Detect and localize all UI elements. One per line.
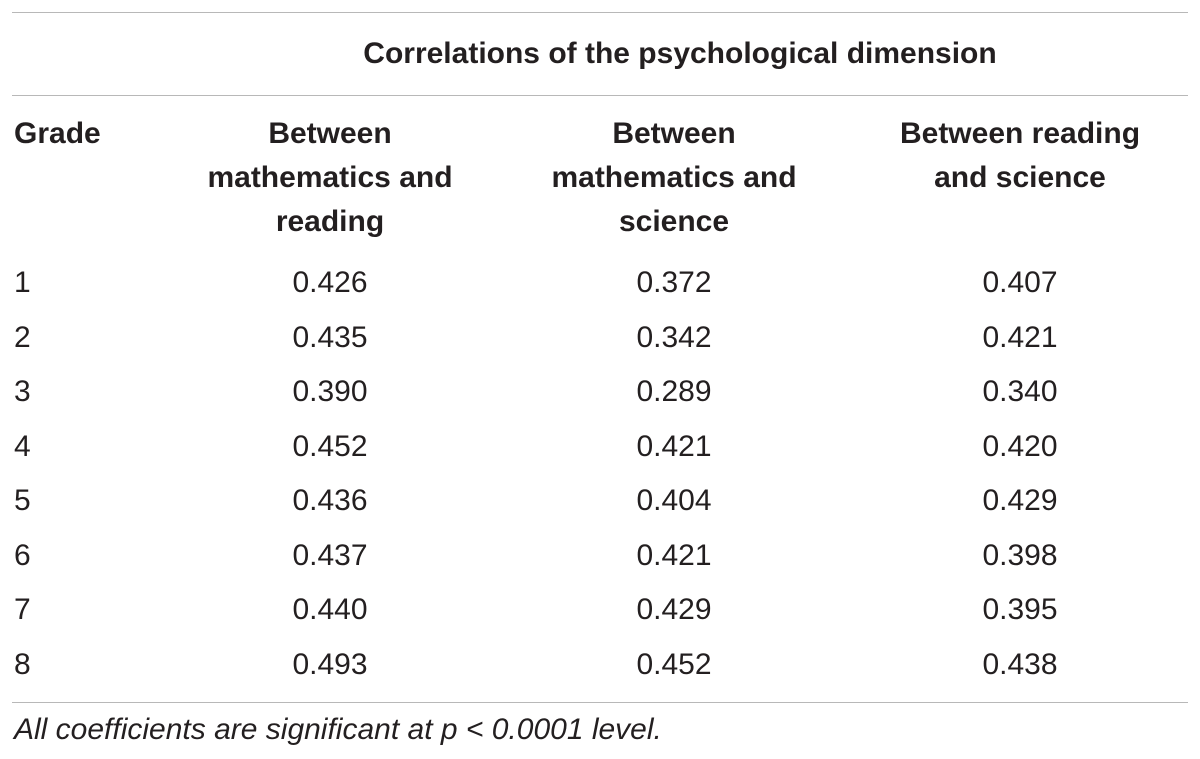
cell-math-reading: 0.493 — [292, 647, 368, 681]
correlation-table: Correlations of the psychological dimens… — [12, 12, 1188, 747]
cell-math-science: 0.372 — [636, 266, 712, 300]
cell-math-science: 0.421 — [636, 538, 712, 572]
cell-reading-science: 0.429 — [982, 484, 1058, 518]
caption-rule — [12, 95, 1188, 96]
table-row: 7 0.440 0.429 0.395 — [12, 583, 1188, 638]
table-caption: Correlations of the psychological dimens… — [363, 37, 997, 70]
cell-grade: 5 — [14, 484, 31, 518]
header-line: reading — [275, 205, 385, 238]
top-rule — [12, 12, 1188, 13]
cell-math-science: 0.452 — [636, 647, 712, 681]
cell-reading-science: 0.420 — [982, 429, 1058, 463]
cell-reading-science: 0.398 — [982, 538, 1058, 572]
header-row: Grade Between mathematics and reading Be… — [12, 96, 1188, 256]
cell-math-reading: 0.440 — [292, 593, 368, 627]
bottom-rule — [12, 702, 1188, 703]
cell-math-science: 0.429 — [636, 593, 712, 627]
header-math-reading: Between mathematics and reading — [164, 96, 496, 256]
cell-grade: 2 — [14, 320, 31, 354]
header-line: and science — [934, 161, 1106, 194]
cell-math-science: 0.342 — [636, 320, 712, 354]
cell-math-reading: 0.452 — [292, 429, 368, 463]
header-line: Between reading — [899, 117, 1141, 150]
header-line: mathematics and — [207, 161, 453, 194]
cell-reading-science: 0.421 — [982, 320, 1058, 354]
cell-math-science: 0.421 — [636, 429, 712, 463]
cell-reading-science: 0.395 — [982, 593, 1058, 627]
cell-grade: 7 — [14, 593, 31, 627]
cell-math-reading: 0.390 — [292, 375, 368, 409]
cell-reading-science: 0.438 — [982, 647, 1058, 681]
table-body: 1 0.426 0.372 0.407 2 0.435 0.342 0.421 … — [12, 256, 1188, 692]
table-row: 4 0.452 0.421 0.420 — [12, 420, 1188, 475]
cell-math-reading: 0.437 — [292, 538, 368, 572]
table-row: 8 0.493 0.452 0.438 — [12, 638, 1188, 693]
cell-grade: 8 — [14, 647, 31, 681]
cell-grade: 6 — [14, 538, 31, 572]
header-grade: Grade — [14, 117, 101, 150]
table-footnote: All coefficients are significant at p < … — [14, 713, 662, 746]
cell-grade: 3 — [14, 375, 31, 409]
cell-math-reading: 0.426 — [292, 266, 368, 300]
cell-math-science: 0.289 — [636, 375, 712, 409]
header-line: mathematics and — [551, 161, 797, 194]
cell-math-reading: 0.436 — [292, 484, 368, 518]
cell-math-reading: 0.435 — [292, 320, 368, 354]
cell-grade: 1 — [14, 266, 31, 300]
table-row: 5 0.436 0.404 0.429 — [12, 474, 1188, 529]
header-line: science — [618, 205, 730, 238]
caption-row: Correlations of the psychological dimens… — [12, 13, 1188, 95]
cell-reading-science: 0.340 — [982, 375, 1058, 409]
header-line: Between — [268, 117, 392, 150]
cell-reading-science: 0.407 — [982, 266, 1058, 300]
cell-math-science: 0.404 — [636, 484, 712, 518]
table-row: 3 0.390 0.289 0.340 — [12, 365, 1188, 420]
cell-grade: 4 — [14, 429, 31, 463]
data-table: Grade Between mathematics and reading Be… — [12, 96, 1188, 692]
table-row: 1 0.426 0.372 0.407 — [12, 256, 1188, 311]
table-row: 2 0.435 0.342 0.421 — [12, 311, 1188, 366]
table-row: 6 0.437 0.421 0.398 — [12, 529, 1188, 584]
table-header: Grade Between mathematics and reading Be… — [12, 96, 1188, 256]
header-line: Between — [612, 117, 736, 150]
header-math-science: Between mathematics and science — [496, 96, 852, 256]
header-reading-science: Between reading and science — [852, 96, 1188, 256]
